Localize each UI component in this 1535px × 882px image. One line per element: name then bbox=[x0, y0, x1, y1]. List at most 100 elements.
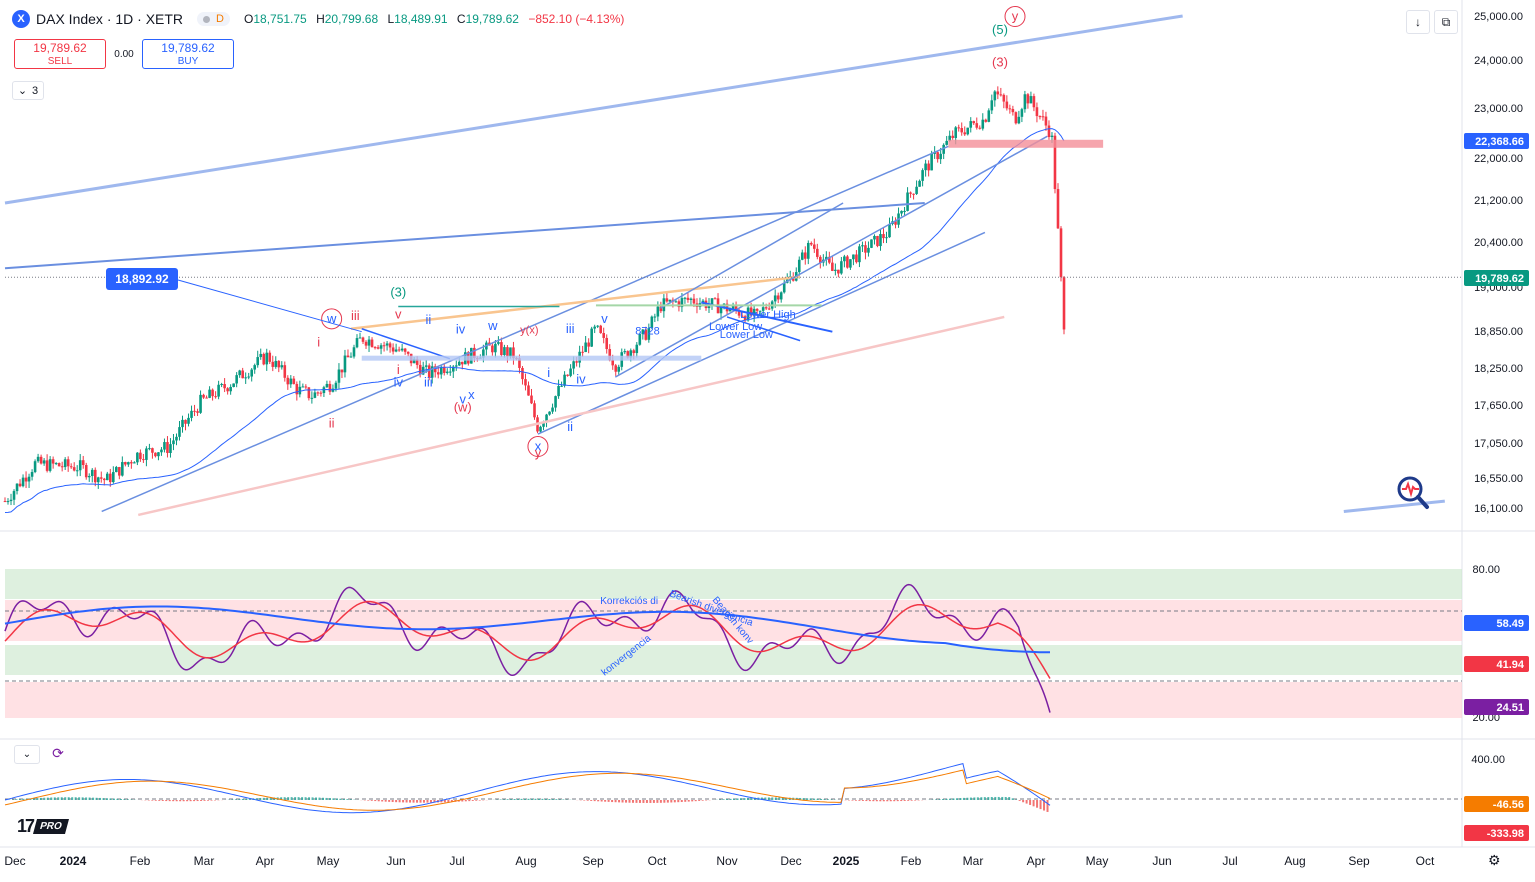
trade-panel: 19,789.62 SELL 0.00 19,789.62 BUY bbox=[14, 39, 234, 69]
macd-histogram-bar bbox=[1039, 800, 1042, 810]
macd-histogram-bar bbox=[203, 800, 206, 801]
candle bbox=[247, 376, 250, 378]
wave-circle bbox=[527, 435, 549, 457]
candle bbox=[388, 343, 392, 348]
pane-collapse-button[interactable]: ⌄ bbox=[14, 745, 40, 764]
macd-histogram-bar bbox=[607, 800, 610, 802]
symbol-title[interactable]: DAX Index · 1D · XETR bbox=[36, 11, 184, 27]
candle bbox=[349, 356, 353, 358]
macd-histogram-bar bbox=[123, 799, 126, 800]
candle bbox=[133, 462, 136, 464]
magnifier-icon[interactable] bbox=[1394, 474, 1434, 514]
macd-histogram-bar bbox=[973, 797, 976, 800]
candle bbox=[506, 347, 509, 357]
candle bbox=[21, 477, 25, 487]
indicator-count: 3 bbox=[32, 84, 39, 97]
lower-channel-line bbox=[1343, 499, 1445, 513]
candle bbox=[644, 329, 648, 340]
candle bbox=[764, 307, 768, 309]
maximize-icon: ⧉ bbox=[1441, 14, 1451, 29]
candle bbox=[51, 459, 55, 464]
macd-histogram-bar bbox=[1011, 798, 1014, 800]
macd-histogram-bar bbox=[419, 800, 422, 803]
candle bbox=[418, 364, 422, 375]
macd-histogram-bar bbox=[328, 798, 331, 800]
macd-histogram-bar bbox=[168, 800, 171, 802]
macd-histogram-bar bbox=[189, 800, 192, 802]
candle bbox=[885, 237, 888, 239]
macd-histogram-bar bbox=[172, 800, 175, 802]
rsi-tick-label: 80.00 bbox=[1472, 564, 1500, 576]
macd-histogram-bar bbox=[987, 797, 990, 800]
macd-histogram-bar bbox=[618, 800, 621, 803]
candle bbox=[223, 384, 226, 389]
price-tick-label: 17,050.00 bbox=[1474, 438, 1523, 450]
macd-histogram-bar bbox=[57, 797, 60, 800]
candle bbox=[776, 295, 780, 300]
candle bbox=[491, 345, 494, 353]
ohlc-readout: O18,751.75 H20,799.68 L18,489.91 C19,789… bbox=[244, 12, 630, 26]
settings-gear-icon[interactable]: ⚙ bbox=[1488, 852, 1501, 868]
buy-button[interactable]: 19,789.62 BUY bbox=[142, 39, 234, 69]
candle bbox=[295, 383, 299, 395]
macd-histogram-bar bbox=[673, 800, 676, 803]
candle bbox=[304, 386, 308, 388]
candle bbox=[361, 337, 365, 342]
time-tick-label: Aug bbox=[515, 854, 536, 868]
time-tick-label: Sep bbox=[582, 854, 604, 868]
macd-histogram-bar bbox=[273, 797, 276, 800]
macd-histogram-bar bbox=[558, 799, 561, 800]
macd-histogram-bar bbox=[1025, 800, 1028, 804]
candle bbox=[379, 345, 383, 349]
candle bbox=[509, 347, 512, 357]
time-tick-label: Jun bbox=[1152, 854, 1171, 868]
candle bbox=[1062, 277, 1066, 330]
maximize-button[interactable]: ⧉ bbox=[1434, 10, 1458, 34]
wave-label: iii bbox=[566, 321, 575, 336]
macd-histogram-bar bbox=[955, 798, 958, 800]
download-button[interactable]: ↓ bbox=[1406, 10, 1430, 34]
candle bbox=[415, 359, 419, 365]
candle bbox=[382, 345, 386, 347]
wave-label: (5) bbox=[992, 22, 1008, 37]
macd-histogram-bar bbox=[733, 798, 736, 800]
candle bbox=[1038, 116, 1042, 118]
candle bbox=[235, 375, 238, 384]
macd-histogram-bar bbox=[346, 799, 349, 800]
candle bbox=[497, 342, 500, 344]
candle bbox=[855, 254, 858, 263]
macd-histogram-bar bbox=[287, 797, 290, 800]
macd-histogram-bar bbox=[210, 800, 213, 801]
macd-histogram-bar bbox=[935, 799, 938, 800]
rsi-tag-bg bbox=[1464, 615, 1529, 631]
macd-histogram-bar bbox=[938, 799, 941, 800]
market-status-badge[interactable]: D bbox=[197, 12, 230, 26]
candle bbox=[551, 407, 554, 412]
indicators-toggle[interactable]: ⌄ 3 bbox=[12, 81, 44, 100]
candle bbox=[96, 477, 100, 483]
candle bbox=[828, 256, 831, 263]
time-tick-label: Apr bbox=[1027, 854, 1046, 868]
candle bbox=[154, 452, 157, 457]
candle bbox=[187, 417, 190, 424]
candle bbox=[614, 365, 618, 372]
macd-histogram-bar bbox=[18, 799, 21, 800]
candle bbox=[1005, 101, 1009, 109]
macd-histogram-bar bbox=[126, 799, 129, 800]
macd-histogram-bar bbox=[959, 798, 962, 800]
candle bbox=[280, 365, 284, 368]
macd-histogram-bar bbox=[990, 797, 993, 800]
candle bbox=[849, 259, 852, 268]
candle bbox=[617, 366, 621, 372]
candle bbox=[175, 436, 178, 441]
candle bbox=[921, 170, 924, 181]
macd-histogram-bar bbox=[304, 797, 307, 800]
price-tag-bg bbox=[1464, 133, 1529, 149]
pane-refresh-button[interactable]: ⟳ bbox=[46, 745, 70, 762]
macd-histogram-bar bbox=[266, 797, 269, 800]
price-tick-label: 20,400.00 bbox=[1474, 237, 1523, 249]
sell-button[interactable]: 19,789.62 SELL bbox=[14, 39, 106, 69]
candle bbox=[232, 383, 235, 387]
candle bbox=[861, 245, 864, 247]
